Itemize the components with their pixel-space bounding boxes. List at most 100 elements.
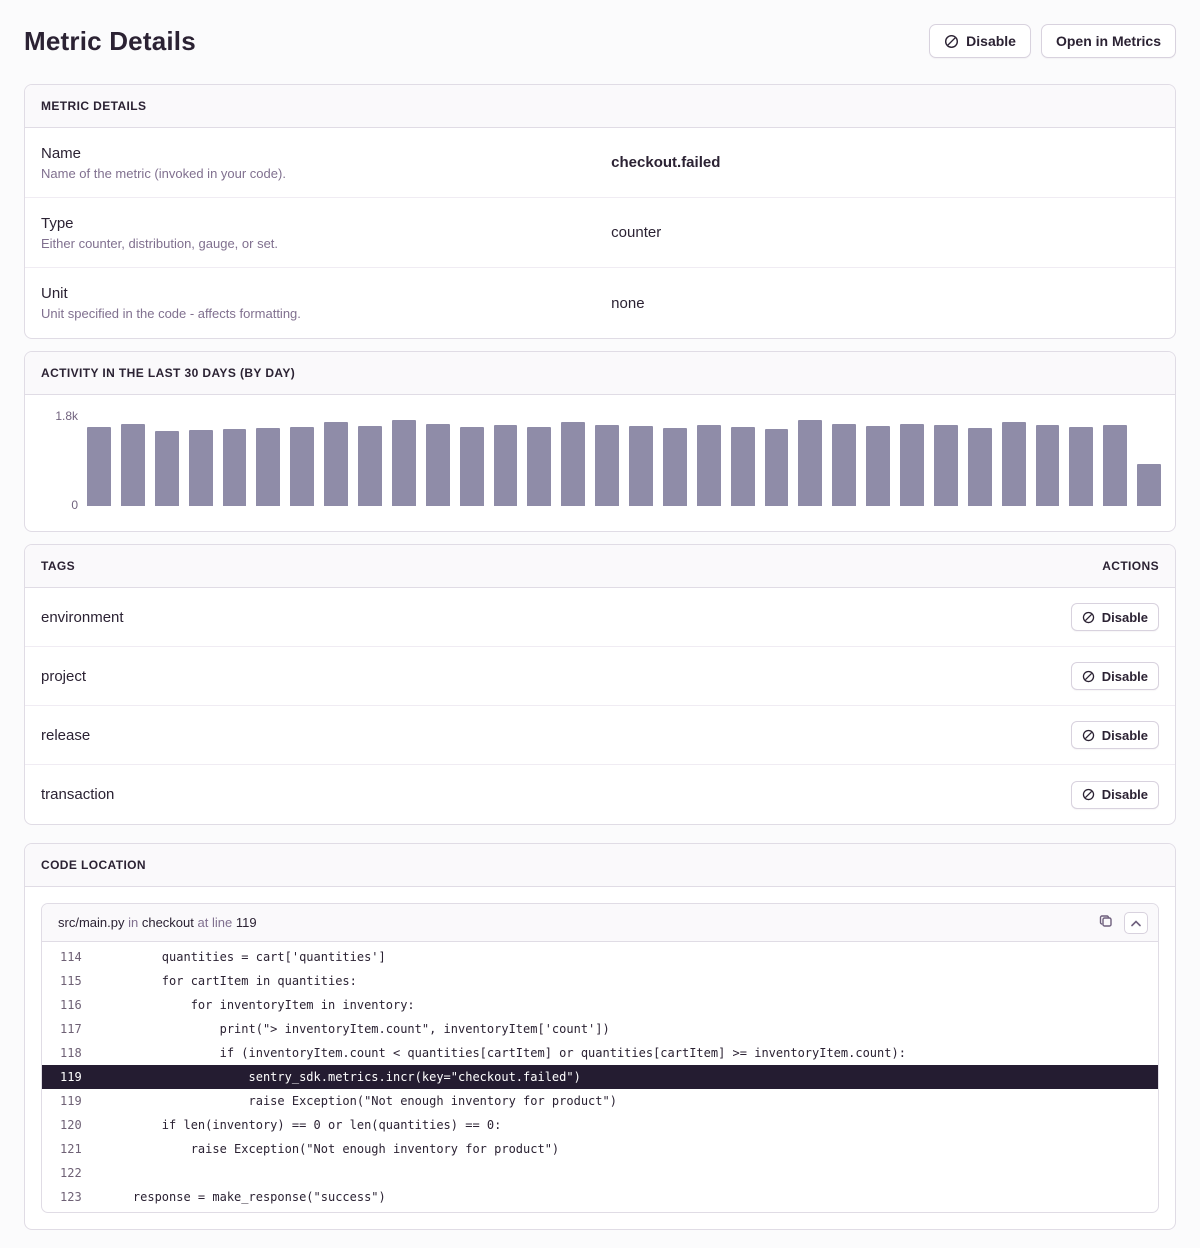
tag-disable-button[interactable]: Disable xyxy=(1070,662,1159,690)
tags-panel: TAGS ACTIONS environment Disable project… xyxy=(24,544,1176,825)
code-file-name: src/main.py xyxy=(58,915,125,930)
activity-bar-chart: 1.8k 0 xyxy=(25,395,1175,531)
code-line-number: 119 xyxy=(60,1094,82,1108)
chart-bar xyxy=(120,423,145,506)
chart-bar xyxy=(1137,463,1161,506)
code-outer: src/main.py in checkout at line 119 xyxy=(25,887,1175,1229)
metric-details-panel-header: METRIC DETAILS xyxy=(25,85,1175,128)
code-line-number: 121 xyxy=(60,1142,82,1156)
detail-description: Name of the metric (invoked in your code… xyxy=(41,165,286,181)
code-line-text: quantities = cart['quantities'] xyxy=(104,950,386,964)
tag-disable-button[interactable]: Disable xyxy=(1070,603,1159,631)
code-line: 116 for inventoryItem in inventory: xyxy=(42,993,1158,1017)
code-line-number-ref: 119 xyxy=(235,915,257,930)
code-line-text: response = make_response("success") xyxy=(104,1190,386,1204)
detail-row-type: Type Either counter, distribution, gauge… xyxy=(25,198,1175,268)
detail-label: Name xyxy=(41,144,82,162)
code-line: 120 if len(inventory) == 0 or len(quanti… xyxy=(42,1113,1158,1137)
table-row: environment Disable xyxy=(25,588,1175,647)
code-lines: 114 quantities = cart['quantities'] 115 … xyxy=(42,942,1158,1212)
code-line-number: 115 xyxy=(60,974,82,988)
code-path-in-word: in xyxy=(128,915,139,930)
tag-name: transaction xyxy=(41,786,115,803)
collapse-code-button[interactable] xyxy=(1124,911,1148,934)
code-line-number: 118 xyxy=(60,1046,82,1060)
code-line-number: 114 xyxy=(60,950,82,964)
detail-left: Unit Unit specified in the code - affect… xyxy=(41,285,611,321)
detail-description: Either counter, distribution, gauge, or … xyxy=(41,235,279,251)
disable-metric-button-label: Disable xyxy=(966,33,1016,49)
code-line-number: 117 xyxy=(60,1022,82,1036)
chart-bar xyxy=(188,430,213,506)
disable-metric-button[interactable]: Disable xyxy=(929,24,1031,58)
activity-panel: ACTIVITY IN THE LAST 30 DAYS (BY DAY) 1.… xyxy=(24,351,1176,532)
code-snippet-header: src/main.py in checkout at line 119 xyxy=(42,904,1158,942)
chart-bar xyxy=(1103,424,1128,506)
copy-code-button[interactable] xyxy=(1096,911,1116,934)
code-line-text: for cartItem in quantities: xyxy=(104,974,357,988)
code-line-number: 116 xyxy=(60,998,82,1012)
table-row: transaction Disable xyxy=(25,765,1175,824)
chart-bar xyxy=(324,422,348,506)
detail-label: Unit xyxy=(41,285,68,302)
table-row: project Disable xyxy=(25,647,1175,706)
table-row: release Disable xyxy=(25,706,1175,765)
tags-list: environment Disable project Disable rele… xyxy=(25,588,1175,824)
code-line-text: sentry_sdk.metrics.incr(key="checkout.fa… xyxy=(104,1070,581,1084)
copy-icon xyxy=(1098,913,1114,932)
chart-bar xyxy=(595,425,619,506)
code-line: 122 xyxy=(42,1161,1158,1185)
ban-icon xyxy=(944,34,959,49)
page-title: Metric Details xyxy=(24,25,196,56)
ban-icon xyxy=(1082,670,1095,683)
chart-bar xyxy=(900,424,924,506)
tag-name: project xyxy=(41,667,87,685)
chart-bar xyxy=(459,427,484,506)
code-line-number: 123 xyxy=(60,1190,82,1204)
metric-type-value: counter xyxy=(611,224,662,241)
header-actions: Disable Open in Metrics xyxy=(929,24,1176,58)
chart-bar xyxy=(527,426,552,506)
code-header-actions xyxy=(1096,911,1148,934)
code-line: 119 raise Exception("Not enough inventor… xyxy=(42,1089,1158,1113)
tag-disable-button[interactable]: Disable xyxy=(1070,721,1159,749)
chart-bar xyxy=(154,430,179,506)
code-location-panel-header: CODE LOCATION xyxy=(25,844,1175,887)
activity-panel-title: ACTIVITY IN THE LAST 30 DAYS (BY DAY) xyxy=(41,366,296,380)
code-line-number: 122 xyxy=(60,1166,82,1180)
open-in-metrics-button[interactable]: Open in Metrics xyxy=(1040,24,1176,58)
page-header: Metric Details Disable Open in Metrics xyxy=(24,24,1176,58)
tag-disable-button-label: Disable xyxy=(1101,787,1148,802)
chart-bar xyxy=(696,425,721,506)
code-line: 115 for cartItem in quantities: xyxy=(42,969,1158,993)
code-line: 123 response = make_response("success") xyxy=(42,1185,1158,1209)
chart-bar xyxy=(662,428,687,506)
tag-disable-button-label: Disable xyxy=(1101,668,1148,684)
code-line-text: if (inventoryItem.count < quantities[car… xyxy=(104,1046,906,1060)
chart-bar xyxy=(1069,427,1094,506)
chart-bar xyxy=(222,429,247,506)
chart-bar xyxy=(290,426,315,506)
chart-bar xyxy=(730,426,755,506)
chart-bar xyxy=(832,423,857,506)
tag-name: release xyxy=(41,726,91,744)
open-in-metrics-button-label: Open in Metrics xyxy=(1055,33,1161,49)
tags-actions-column-header: ACTIONS xyxy=(1102,559,1159,573)
metric-details-panel-title: METRIC DETAILS xyxy=(41,99,147,113)
chart-bar xyxy=(493,424,518,506)
tags-panel-header: TAGS ACTIONS xyxy=(25,545,1175,588)
code-line-text: print("> inventoryItem.count", inventory… xyxy=(104,1022,610,1036)
chart-bar xyxy=(798,420,823,506)
chevron-up-icon xyxy=(1131,915,1141,930)
code-line-number: 120 xyxy=(60,1118,82,1132)
detail-description: Unit specified in the code - affects for… xyxy=(41,306,301,321)
chart-bar xyxy=(391,420,416,506)
y-axis-min-label: 0 xyxy=(71,498,78,512)
chart-bar xyxy=(561,421,586,506)
tag-disable-button[interactable]: Disable xyxy=(1070,780,1159,809)
code-line-number: 119 xyxy=(60,1070,82,1084)
detail-label: Type xyxy=(41,214,74,232)
chart-bar xyxy=(87,427,111,506)
tags-panel-title: TAGS xyxy=(41,559,76,573)
